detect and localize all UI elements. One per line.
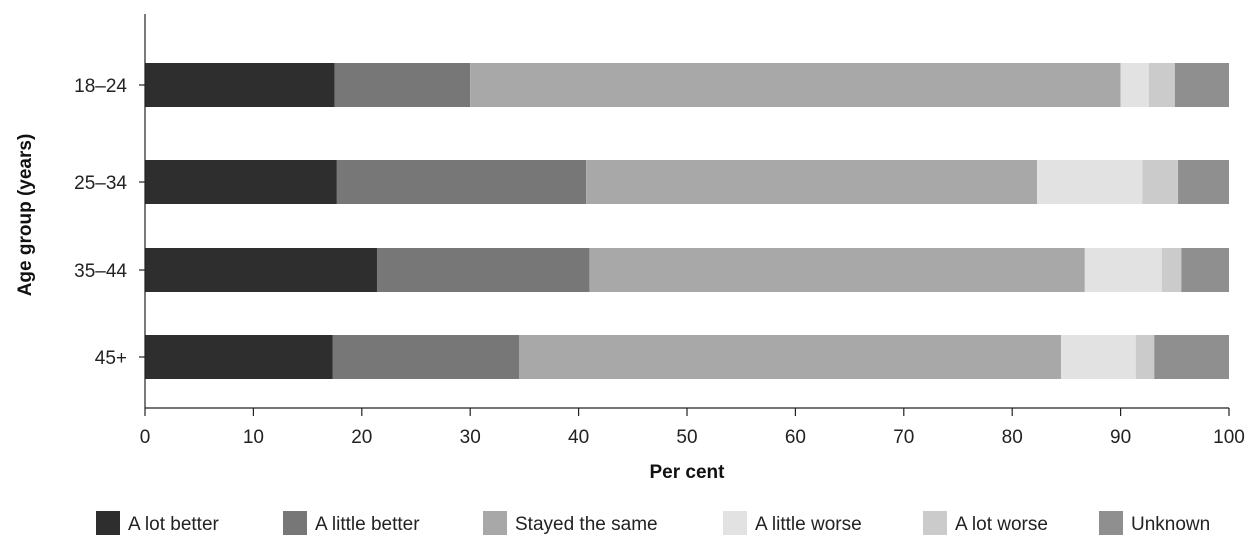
bars-group: [145, 63, 1229, 379]
bar-segment-2-3: [586, 160, 1038, 204]
bar-segment-2-5: [1142, 160, 1179, 204]
bar-segment-4-4: [1060, 335, 1136, 379]
x-tick-label: 100: [1213, 427, 1245, 448]
bar-segment-2-1: [145, 160, 337, 204]
bar-segment-1-2: [334, 63, 471, 107]
y-axis-title: Age group (years): [15, 134, 36, 297]
bar-segment-4-2: [332, 335, 519, 379]
legend: A lot better A little better Stayed the sa…: [96, 511, 1210, 535]
y-tick-label: 35–44: [74, 261, 127, 282]
bar-segment-2-2: [336, 160, 587, 204]
legend-label: Stayed the same: [515, 514, 658, 535]
bar-segment-4-5: [1135, 335, 1155, 379]
x-tick-label: 0: [140, 427, 151, 448]
bar-segment-4-6: [1154, 335, 1229, 379]
legend-label: A little better: [315, 514, 420, 535]
x-tick-label: 10: [243, 427, 264, 448]
y-tick-label: 18–24: [74, 76, 127, 97]
legend-swatch: [483, 511, 507, 535]
bar-segment-3-6: [1181, 248, 1229, 292]
legend-swatch: [1099, 511, 1123, 535]
bar-segment-1-4: [1120, 63, 1149, 107]
bar-segment-4-1: [145, 335, 333, 379]
bar-segment-3-4: [1084, 248, 1162, 292]
bar-segment-1-6: [1174, 63, 1229, 107]
legend-label: Unknown: [1131, 514, 1210, 535]
legend-swatch: [283, 511, 307, 535]
x-tick-label: 40: [568, 427, 589, 448]
x-tick-label: 60: [785, 427, 806, 448]
legend-swatch: [96, 511, 120, 535]
x-axis-title: Per cent: [650, 462, 726, 483]
bar-segment-1-1: [145, 63, 335, 107]
legend-swatch: [723, 511, 747, 535]
x-tick-label: 50: [676, 427, 697, 448]
bar-segment-3-2: [376, 248, 590, 292]
legend-label: A little worse: [755, 514, 862, 535]
x-tick-label: 20: [351, 427, 372, 448]
legend-swatch: [923, 511, 947, 535]
legend-label: A lot better: [128, 514, 220, 535]
x-tick-label: 80: [1002, 427, 1023, 448]
y-tick-label: 25–34: [74, 173, 127, 194]
bar-segment-3-3: [589, 248, 1085, 292]
y-ticks-group: 18–24 25–34 35–44 45+: [74, 76, 145, 369]
x-ticks-group: 0 10 20 30 40 50 60 70 80 90 100: [140, 408, 1245, 448]
bar-segment-1-3: [470, 63, 1121, 107]
legend-label: A lot worse: [955, 514, 1048, 535]
bar-segment-3-5: [1161, 248, 1182, 292]
bar-segment-4-3: [518, 335, 1061, 379]
x-tick-label: 90: [1110, 427, 1131, 448]
x-tick-label: 30: [460, 427, 481, 448]
bar-segment-2-6: [1178, 160, 1229, 204]
bar-segment-3-1: [145, 248, 377, 292]
y-tick-label: 45+: [95, 348, 127, 369]
x-tick-label: 70: [893, 427, 914, 448]
bar-segment-2-4: [1037, 160, 1143, 204]
bar-segment-1-5: [1148, 63, 1175, 107]
